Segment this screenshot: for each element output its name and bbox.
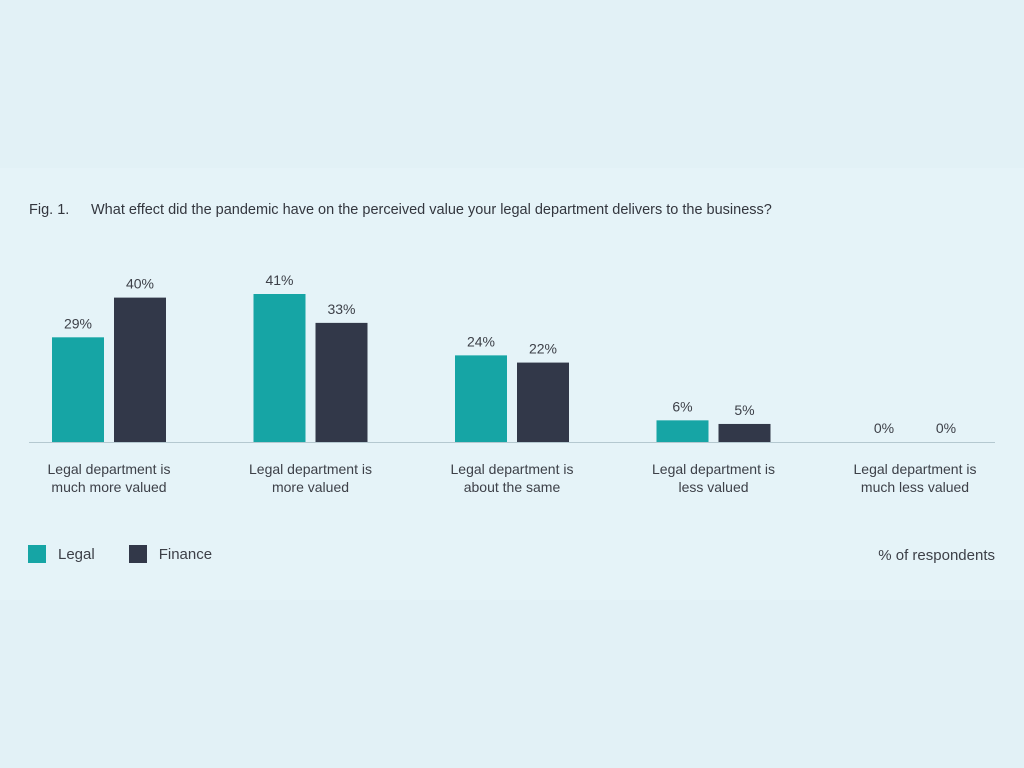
legend-swatch-finance bbox=[128, 545, 147, 563]
legend-item-finance: Finance bbox=[128, 545, 213, 563]
figure-question: What effect did the pandemic have on the… bbox=[91, 202, 772, 218]
category-label-1-line-1: more valued bbox=[271, 479, 350, 495]
category-label-4-line-1: much less valued bbox=[860, 479, 970, 495]
data-label-legal-1: 41% bbox=[265, 272, 293, 288]
bar-finance-1 bbox=[315, 322, 368, 442]
bar-legal-0 bbox=[52, 337, 104, 442]
bar-finance-2 bbox=[517, 362, 569, 442]
data-label-legal-2: 24% bbox=[467, 333, 495, 349]
data-label-finance-4: 0% bbox=[936, 420, 956, 436]
category-label-0: Legal department is much more valued bbox=[24, 460, 194, 496]
bar-finance-0 bbox=[114, 297, 166, 442]
legend-label-legal: Legal bbox=[58, 545, 95, 563]
legend-swatch-legal bbox=[28, 545, 46, 563]
category-label-4-line-0: Legal department is bbox=[853, 461, 977, 477]
unit-note: % of respondents bbox=[878, 547, 995, 564]
figure-number: Fig. 1. bbox=[29, 202, 70, 218]
legend: Legal Finance bbox=[28, 545, 246, 563]
category-label-3-line-0: Legal department is bbox=[652, 461, 775, 477]
bar-legal-3 bbox=[656, 420, 709, 442]
bar-legal-2 bbox=[455, 355, 507, 442]
data-label-legal-3: 6% bbox=[672, 398, 692, 414]
bar-finance-3 bbox=[718, 423, 771, 442]
data-label-finance-3: 5% bbox=[734, 402, 754, 418]
legend-item-legal: Legal bbox=[28, 545, 95, 563]
category-label-2: Legal department is about the same bbox=[427, 460, 597, 496]
data-label-legal-4: 0% bbox=[874, 420, 894, 436]
chart-panel bbox=[0, 168, 1024, 600]
data-label-finance-1: 33% bbox=[327, 301, 355, 317]
category-label-3: Legal department is less valued bbox=[629, 460, 799, 496]
figure-title: Fig. 1. What effect did the pandemic have… bbox=[29, 202, 772, 218]
data-label-finance-2: 22% bbox=[529, 341, 557, 357]
data-label-legal-0: 29% bbox=[64, 315, 92, 331]
category-label-2-line-1: about the same bbox=[463, 479, 561, 495]
data-label-finance-0: 40% bbox=[126, 276, 154, 292]
category-label-2-line-0: Legal department is bbox=[450, 461, 574, 477]
category-label-0-line-0: Legal department is bbox=[47, 461, 171, 477]
category-label-1: Legal department is more valued bbox=[226, 460, 396, 496]
bar-legal-1 bbox=[253, 294, 306, 442]
legend-label-finance: Finance bbox=[158, 545, 213, 563]
category-label-3-line-1: less valued bbox=[678, 479, 749, 495]
category-label-1-line-0: Legal department is bbox=[249, 461, 372, 477]
category-label-0-line-1: much more valued bbox=[51, 479, 167, 495]
category-label-4: Legal department is much less valued bbox=[830, 460, 1000, 496]
